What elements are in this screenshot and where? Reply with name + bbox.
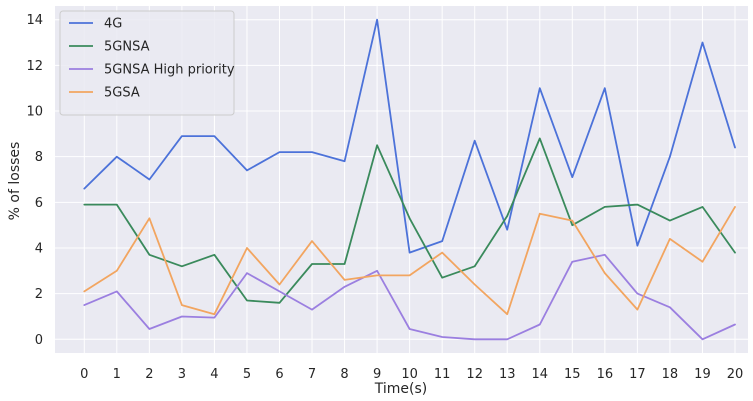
y-tick-label: 2 xyxy=(35,287,43,302)
legend-label: 5GSA xyxy=(104,86,140,101)
x-tick-label: 18 xyxy=(662,367,679,382)
x-tick-label: 13 xyxy=(499,367,516,382)
x-tick-label: 19 xyxy=(694,367,711,382)
y-tick-label: 8 xyxy=(35,150,43,165)
x-tick-label: 9 xyxy=(373,367,381,382)
x-tick-label: 17 xyxy=(629,367,646,382)
x-tick-label: 20 xyxy=(727,367,744,382)
x-tick-label: 2 xyxy=(145,367,153,382)
y-tick-label: 4 xyxy=(35,241,43,256)
legend-label: 5GNSA High priority xyxy=(104,63,235,78)
y-tick-label: 12 xyxy=(26,59,43,74)
y-tick-label: 10 xyxy=(26,105,43,120)
x-tick-label: 14 xyxy=(532,367,549,382)
x-tick-label: 11 xyxy=(434,367,451,382)
y-tick-label: 6 xyxy=(35,196,43,211)
y-axis-title: % of losses xyxy=(7,142,23,221)
series-line-5gnsa xyxy=(83,137,736,304)
y-tick-label: 0 xyxy=(35,333,43,348)
x-tick-label: 15 xyxy=(564,367,581,382)
tick-labels: 0 1 2 3 4 5 6 7 8 9 10 11 12 13 14 15 16 17 18 19 2002468101… xyxy=(26,13,743,382)
legend-label: 5GNSA xyxy=(104,40,150,55)
series-line-5gnsa-high-priority xyxy=(83,253,736,341)
x-tick-label: 3 xyxy=(178,367,186,382)
x-tick-label: 4 xyxy=(210,367,218,382)
y-tick-label: 14 xyxy=(26,13,43,28)
x-tick-label: 16 xyxy=(597,367,614,382)
series-lines xyxy=(83,18,736,341)
x-tick-label: 1 xyxy=(113,367,121,382)
x-tick-label: 7 xyxy=(308,367,316,382)
legend-frame xyxy=(59,10,235,116)
x-tick-label: 10 xyxy=(401,367,418,382)
x-axis-title: Time(s) xyxy=(374,381,427,397)
legend-label: 4G xyxy=(104,17,122,32)
x-tick-label: 12 xyxy=(466,367,483,382)
legend: 4G 5GNSA 5GNSA High priority 5GSA xyxy=(59,10,235,116)
series-line-5gsa xyxy=(83,205,736,316)
x-tick-label: 8 xyxy=(340,367,348,382)
x-tick-label: 5 xyxy=(243,367,251,382)
series-line-4g xyxy=(83,18,736,254)
x-tick-label: 6 xyxy=(275,367,283,382)
x-tick-label: 0 xyxy=(80,367,88,382)
